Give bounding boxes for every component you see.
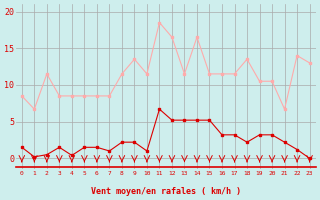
X-axis label: Vent moyen/en rafales ( km/h ): Vent moyen/en rafales ( km/h ) (91, 187, 241, 196)
